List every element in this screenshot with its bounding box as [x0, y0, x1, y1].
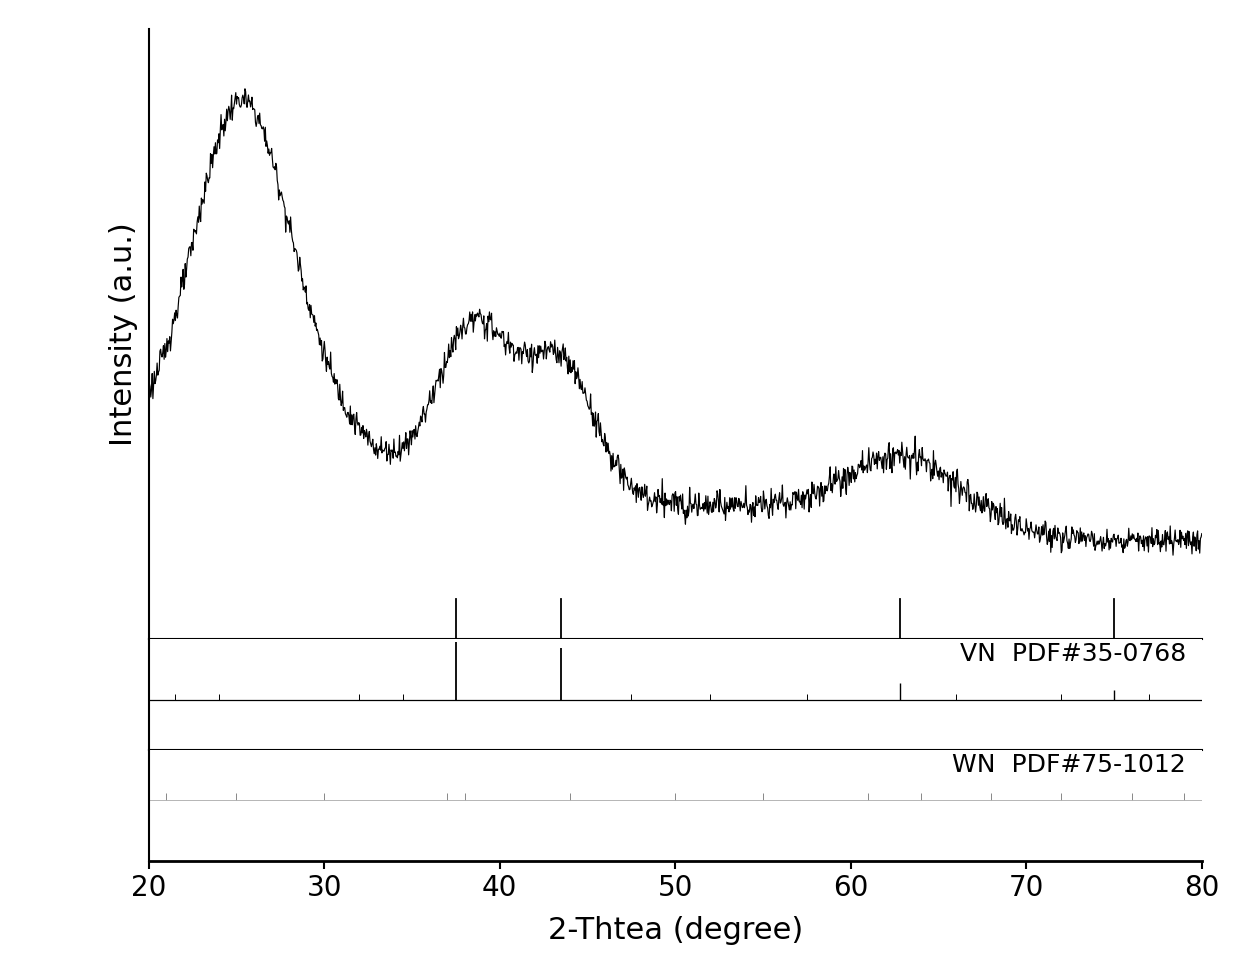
X-axis label: 2-Thtea (degree): 2-Thtea (degree)	[548, 916, 803, 945]
Text: VN  PDF#35-0768: VN PDF#35-0768	[960, 642, 1186, 666]
Y-axis label: Intensity (a.u.): Intensity (a.u.)	[109, 222, 138, 446]
Text: WN  PDF#75-1012: WN PDF#75-1012	[953, 753, 1186, 777]
